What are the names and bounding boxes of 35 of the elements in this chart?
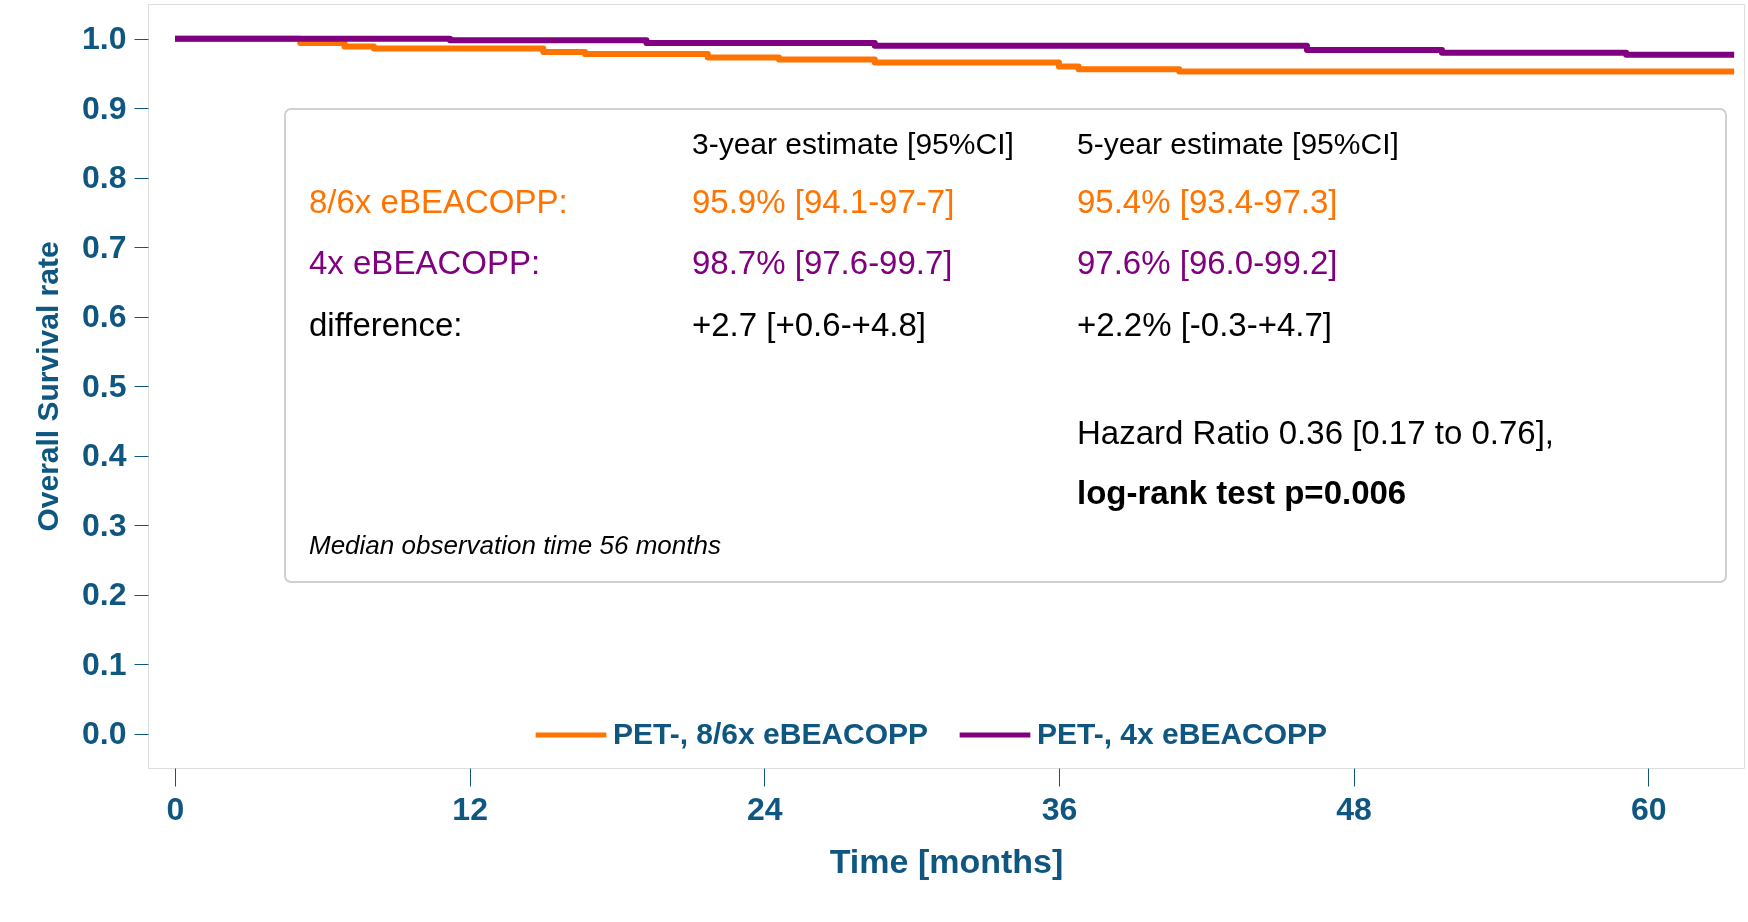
y-axis-title: Overall Survival rate [31, 241, 65, 532]
annotation: 5-year estimate [95%CI] [1077, 127, 1399, 160]
x-tick-label: 0 [166, 790, 185, 827]
y-tick-label: 0.2 [82, 576, 127, 613]
y-tick-label: 0.9 [82, 89, 127, 126]
annotation: 3-year estimate [95%CI] [692, 127, 1014, 160]
y-tick-label: 0.7 [82, 228, 127, 265]
x-tick-label: 24 [747, 790, 783, 827]
annotation: 97.6% [96.0-99.2] [1077, 244, 1338, 281]
y-tick-label: 1.0 [82, 20, 127, 57]
annotation: log-rank test p=0.006 [1077, 474, 1407, 511]
y-tick-label: 0.8 [82, 159, 127, 196]
annotation: +2.2% [-0.3-+4.7] [1077, 306, 1332, 343]
x-tick-label: 60 [1630, 790, 1667, 827]
y-tick-label: 0.3 [82, 506, 127, 543]
y-tick-label: 0.6 [82, 298, 127, 335]
annotation: 4x eBEACOPP: [309, 244, 541, 281]
annotation: Median observation time 56 months [309, 530, 721, 560]
annotation: 98.7% [97.6-99.7] [692, 244, 953, 281]
y-tick-label: 0.5 [82, 367, 127, 404]
x-tick-label: 12 [452, 790, 488, 827]
x-axis-title: Time [months] [829, 841, 1064, 880]
y-tick-label: 0.0 [82, 715, 127, 752]
annotation: 95.4% [93.4-97.3] [1077, 183, 1338, 220]
legend-label: PET-, 4x eBEACOPP [1037, 717, 1328, 750]
legend-label: PET-, 8/6x eBEACOPP [613, 717, 929, 750]
annotation: +2.7 [+0.6-+4.8] [692, 306, 926, 343]
y-tick-label: 0.1 [82, 645, 127, 682]
x-tick-label: 48 [1336, 790, 1372, 827]
x-tick-label: 36 [1041, 790, 1078, 827]
y-tick-label: 0.4 [82, 437, 127, 474]
annotation: 95.9% [94.1-97-7] [692, 183, 955, 220]
annotation: Hazard Ratio 0.36 [0.17 to 0.76], [1077, 414, 1554, 451]
annotation: difference: [309, 306, 463, 343]
annotation: 8/6x eBEACOPP: [309, 183, 568, 220]
